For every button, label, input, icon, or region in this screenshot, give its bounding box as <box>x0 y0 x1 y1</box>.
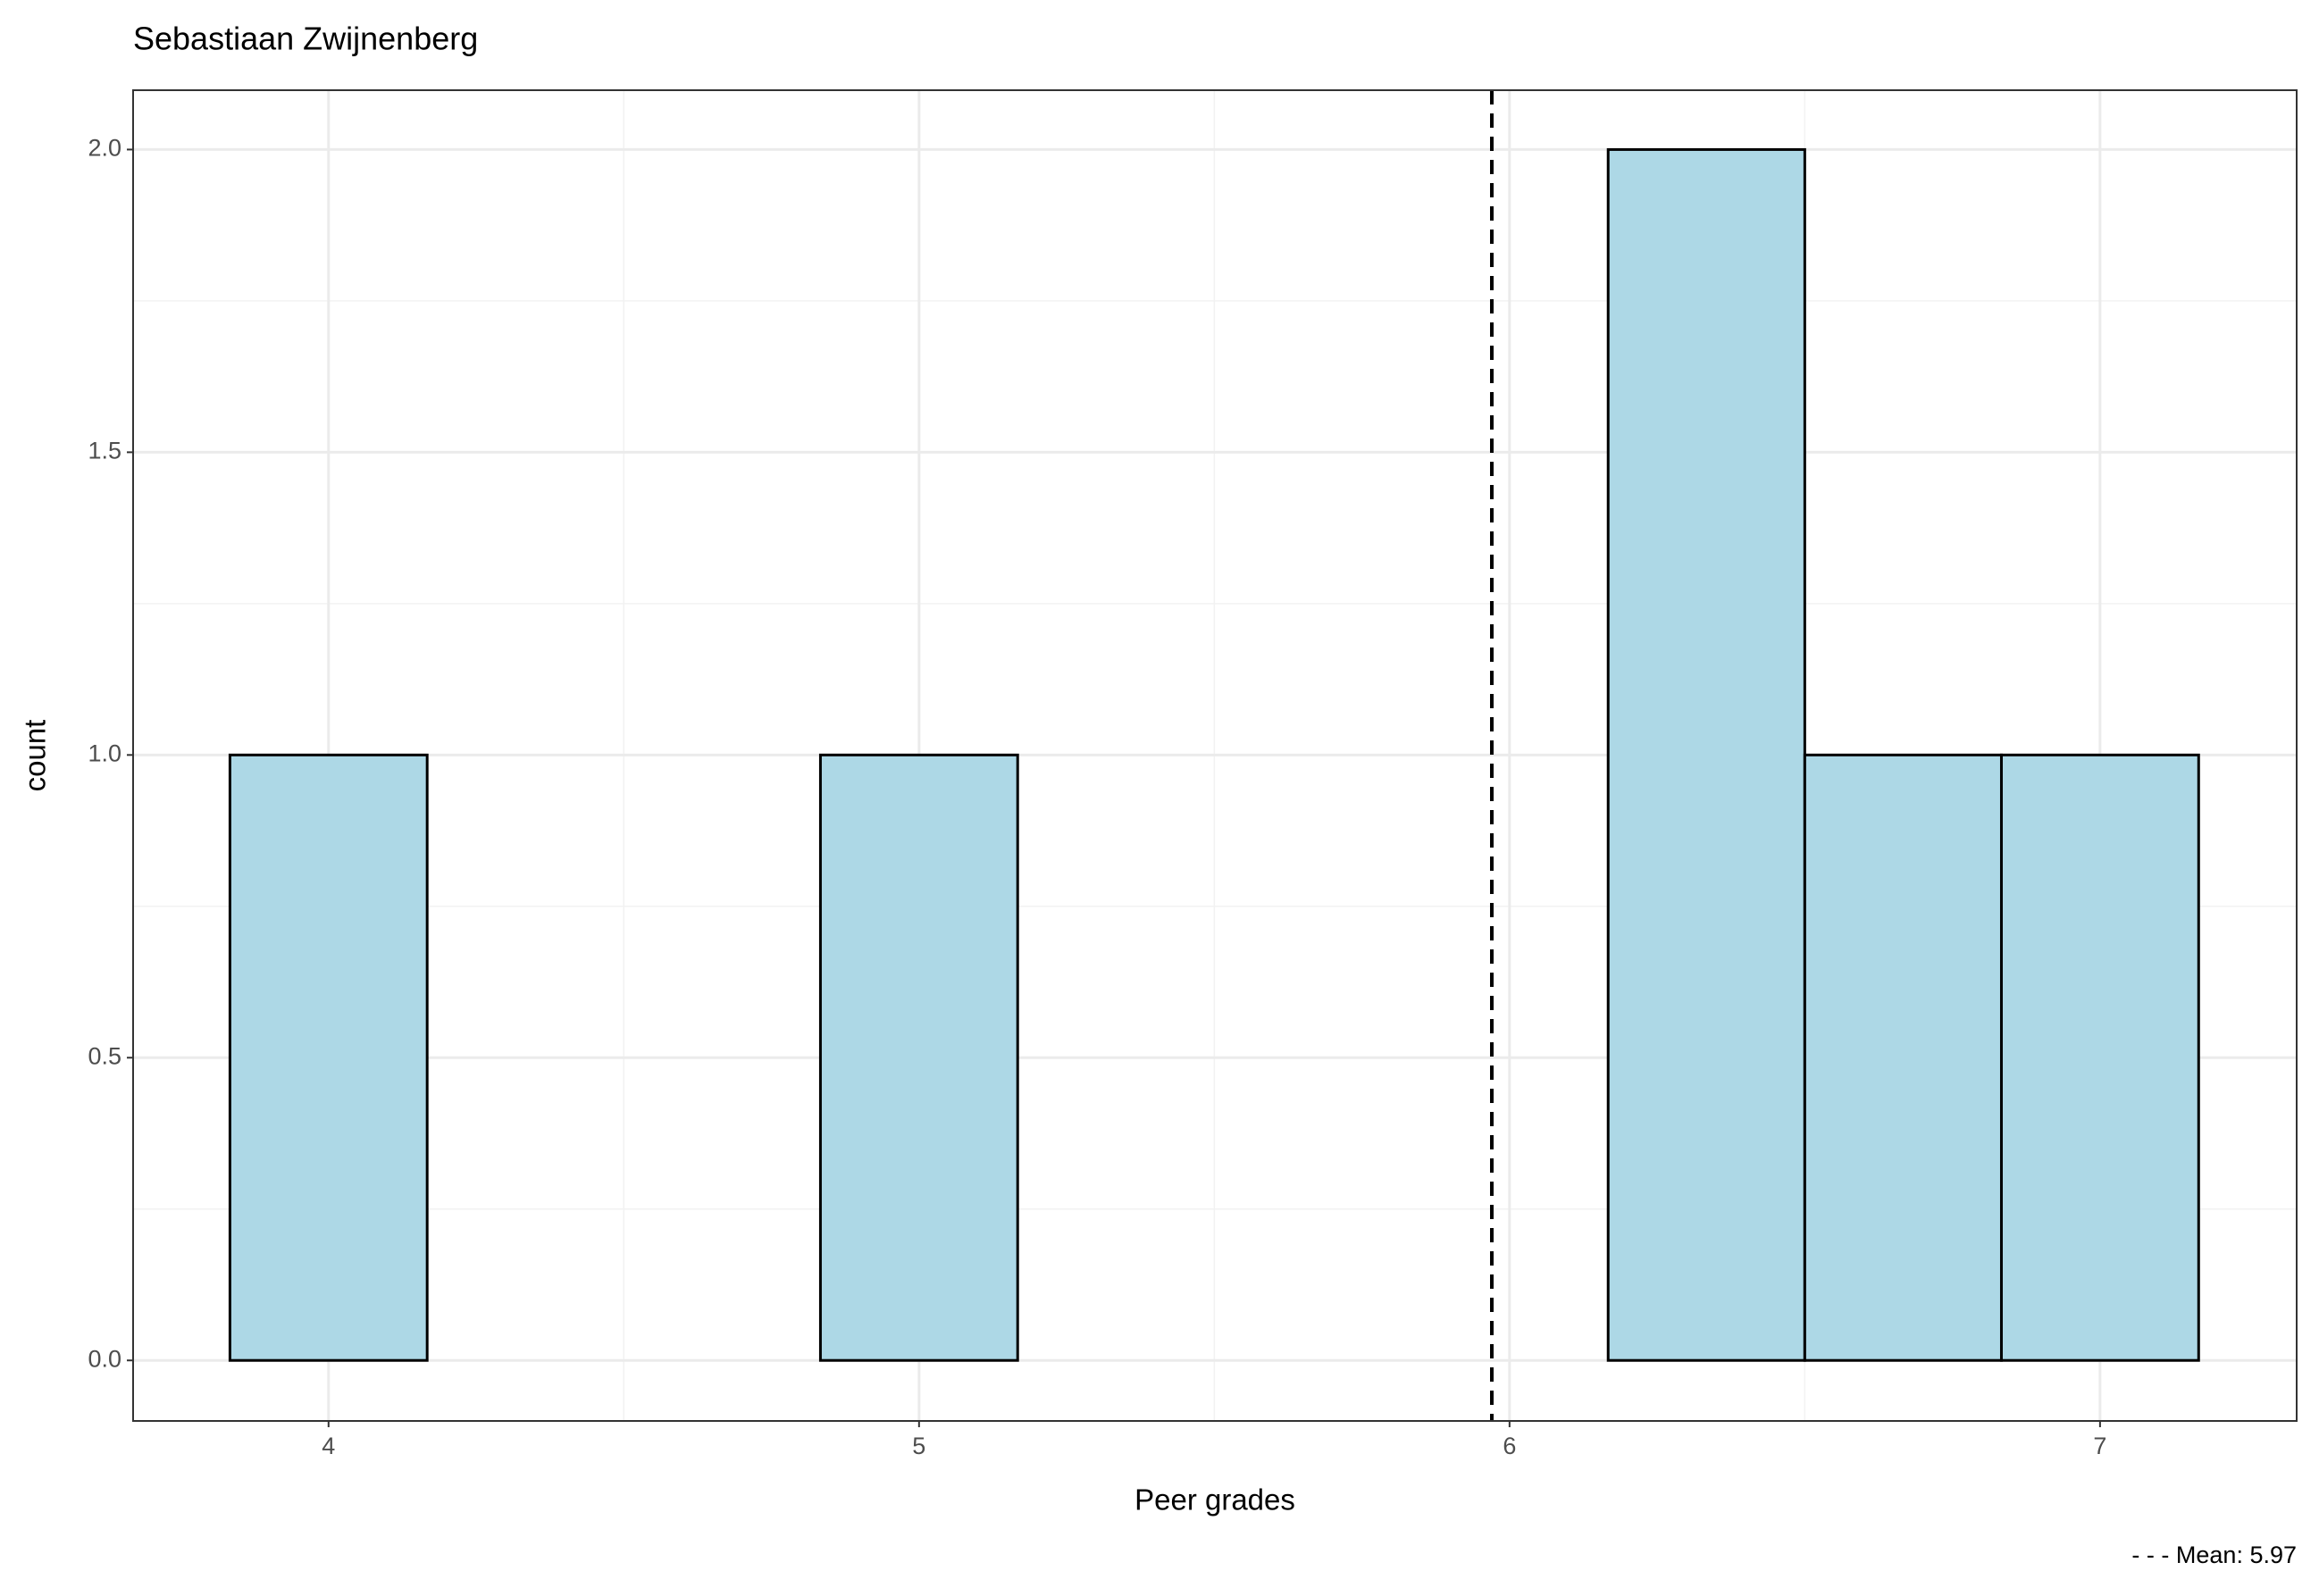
bar <box>228 753 429 1362</box>
y-tick-label: 1.5 <box>88 438 121 464</box>
bar <box>1999 753 2200 1362</box>
y-tick-label: 0.0 <box>88 1345 121 1372</box>
x-tick-label: 5 <box>912 1433 925 1459</box>
bar <box>818 753 1019 1362</box>
x-tick-label: 7 <box>2093 1433 2106 1459</box>
chart-title: Sebastiaan Zwijnenberg <box>133 21 478 57</box>
x-tick-label: 6 <box>1503 1433 1516 1459</box>
x-tick-label: 4 <box>322 1433 335 1459</box>
panel-border <box>132 89 2298 1422</box>
bar <box>1606 147 1806 1362</box>
y-tick-label: 1.0 <box>88 740 121 766</box>
x-axis-title: Peer grades <box>1134 1483 1295 1517</box>
y-axis-title: count <box>19 720 52 792</box>
caption: - - - Mean: 5.97 <box>2131 1542 2297 1568</box>
bar <box>1803 753 2003 1362</box>
y-tick-label: 2.0 <box>88 135 121 162</box>
y-tick-label: 0.5 <box>88 1042 121 1069</box>
